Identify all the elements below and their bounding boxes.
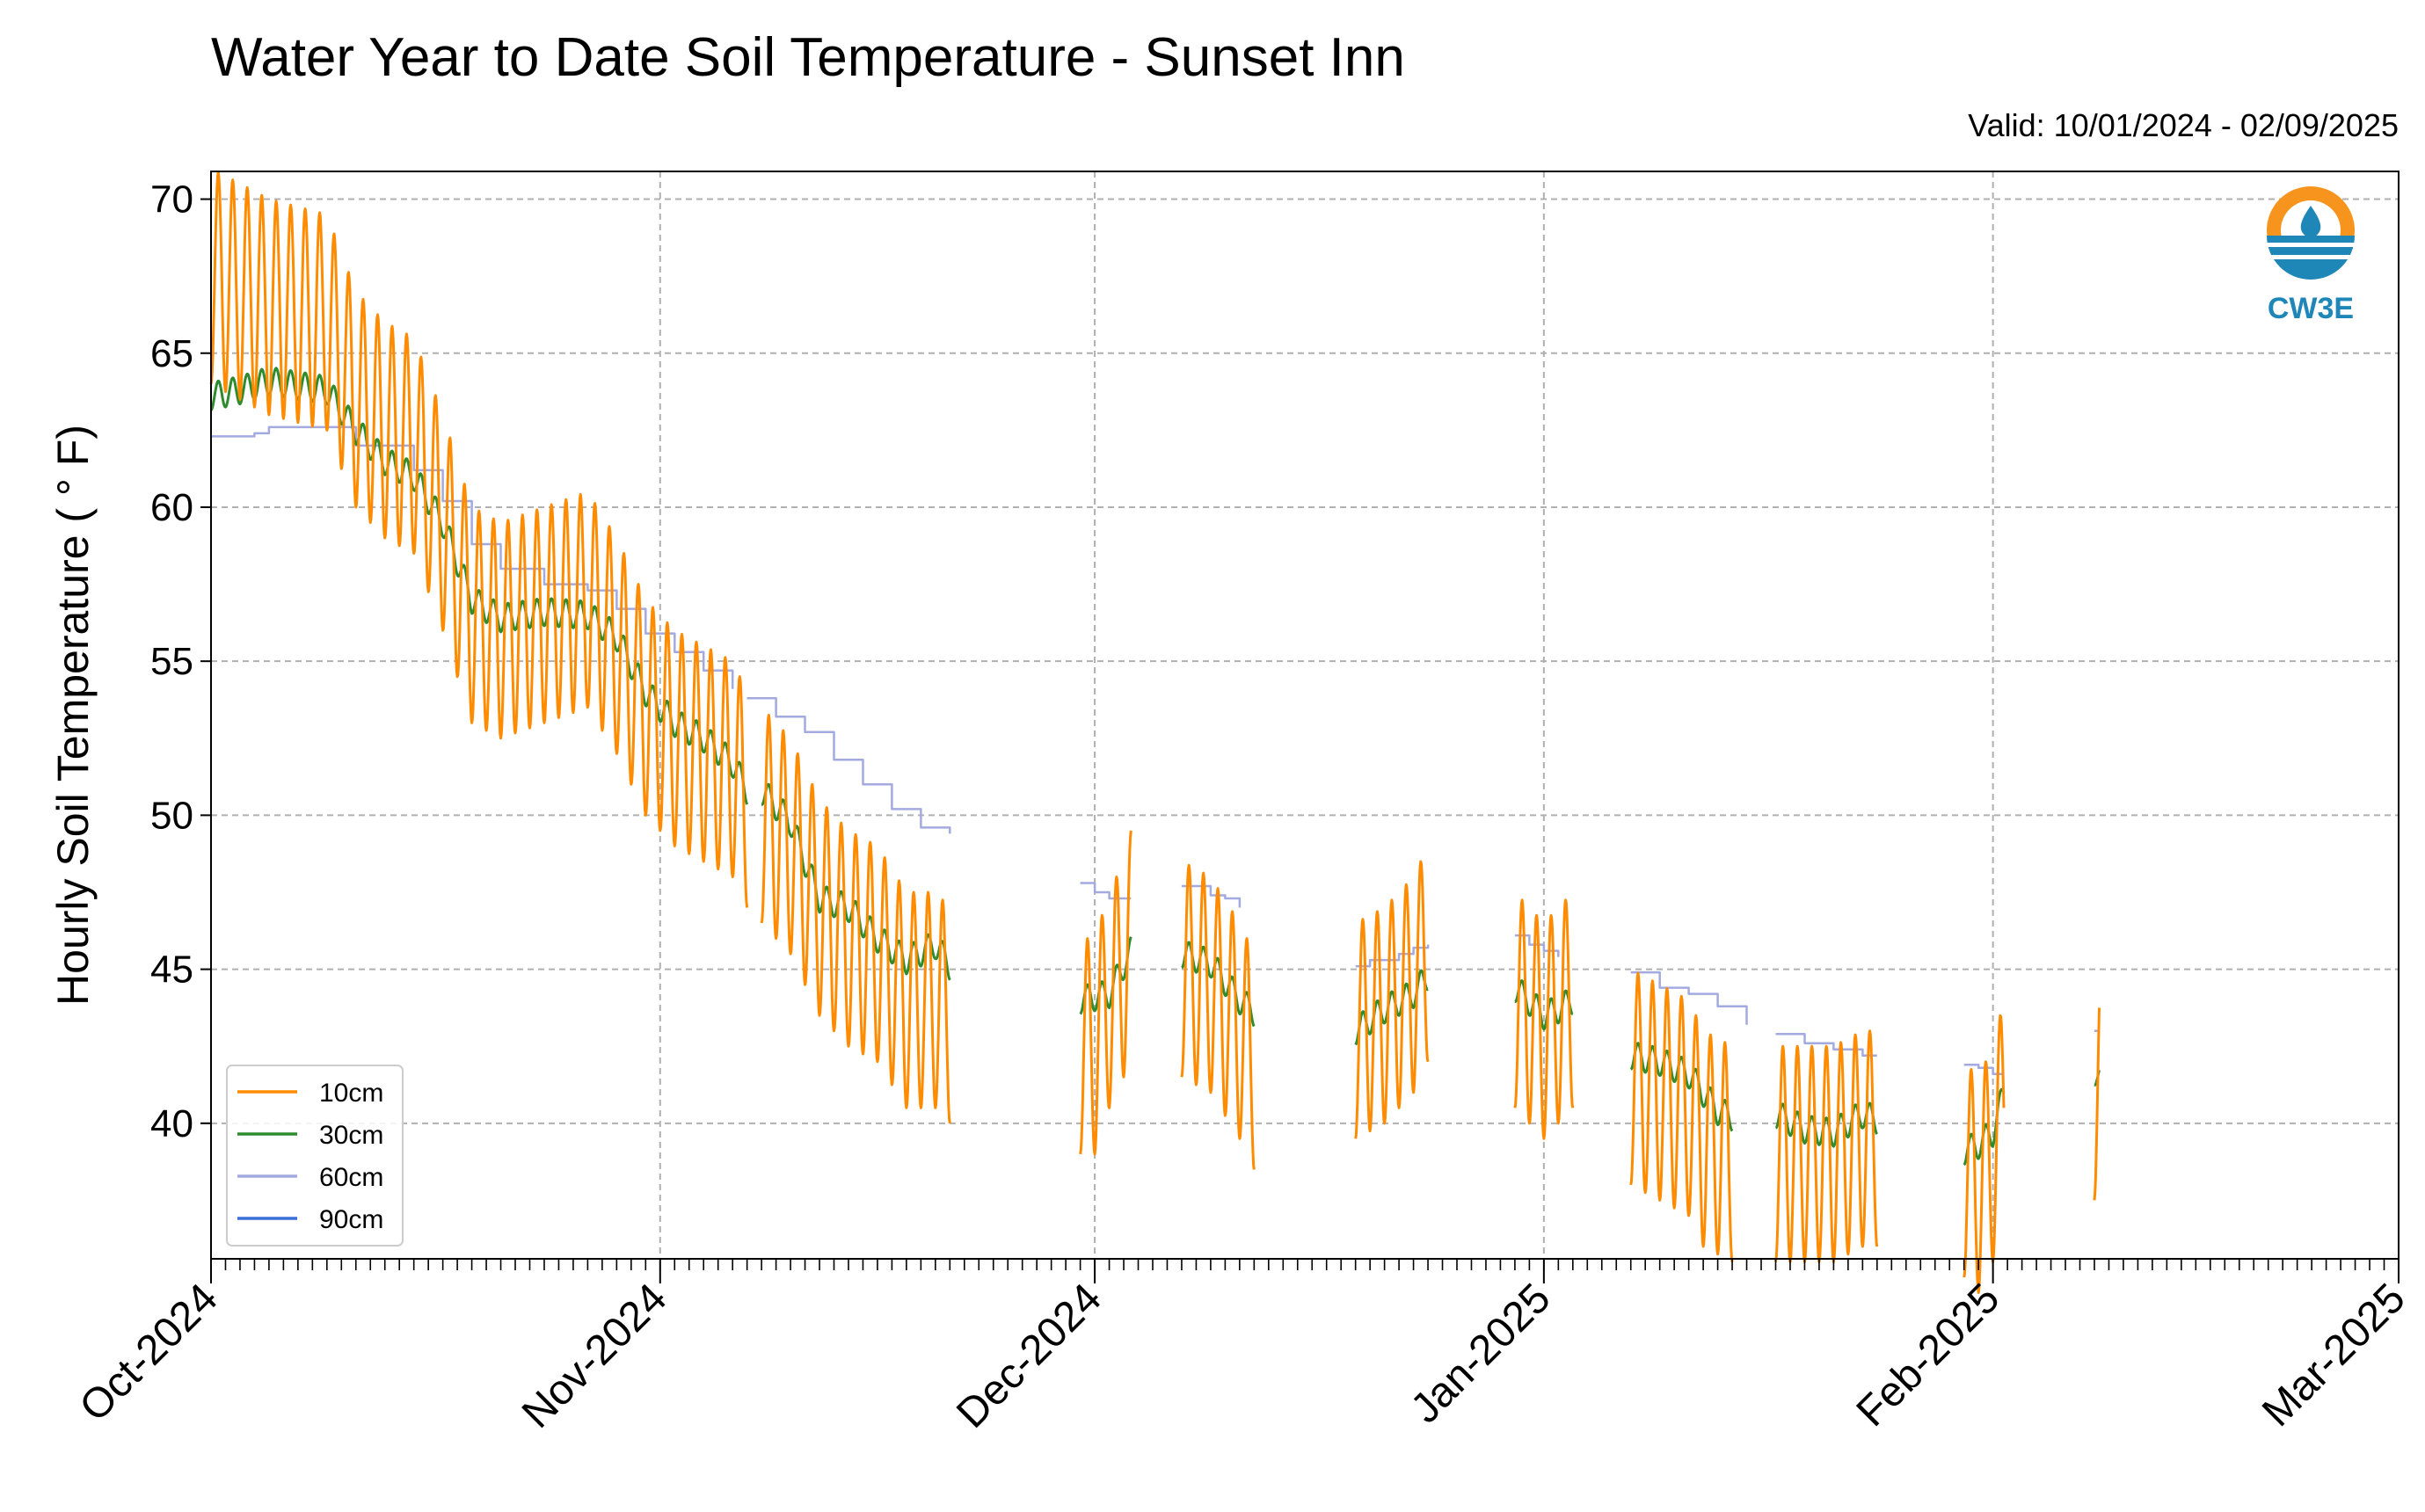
x-tick-label: Jan-2025: [1402, 1275, 1560, 1432]
y-tick-label: 65: [150, 332, 193, 375]
logo-wave-line: [2265, 243, 2356, 247]
series-line-60cm: [746, 696, 951, 834]
series-line-10cm: [209, 171, 749, 908]
x-tick-label: Feb-2025: [1848, 1275, 2009, 1436]
chart-subtitle: Valid: 10/01/2024 - 02/09/2025: [1968, 107, 2399, 143]
series-line-30cm: [1181, 941, 1256, 1028]
axes-frame: [210, 171, 2400, 1260]
water-drop-icon: [2300, 206, 2321, 239]
series-line-60cm: [1630, 970, 1748, 1025]
series-line-30cm: [1774, 1101, 1878, 1148]
legend-label-10cm: 10cm: [319, 1079, 383, 1108]
logo-text: CW3E: [2268, 292, 2354, 325]
y-tick-label: 45: [150, 949, 193, 992]
series-line-10cm: [1774, 1029, 1879, 1263]
y-axis-label: Hourly Soil Temperature ( ° F): [48, 425, 98, 1006]
y-tick-label: 50: [150, 794, 193, 837]
series-line-30cm: [761, 782, 951, 981]
cw3e-logo: CW3E: [2265, 186, 2356, 325]
legend-box: [226, 1065, 404, 1247]
plot-frame: [210, 171, 2400, 1260]
series-line-60cm: [1181, 884, 1242, 908]
series-line-10cm: [760, 714, 951, 1124]
series-line-10cm: [1963, 1014, 2006, 1294]
series-line-60cm: [1775, 1032, 1877, 1057]
series-line-60cm: [1514, 934, 1560, 957]
series-lines: [209, 171, 2101, 1294]
grid-lines: [210, 171, 2400, 1259]
legend-label-30cm: 30cm: [319, 1121, 383, 1150]
series-line-60cm: [1080, 882, 1132, 900]
x-tick-label: Mar-2025: [2254, 1275, 2414, 1436]
legend: 10cm 30cm 60cm 90cm: [226, 1065, 404, 1247]
series-line-10cm: [1513, 898, 1575, 1140]
series-line-30cm: [209, 367, 749, 805]
y-tick-label: 60: [150, 486, 193, 529]
series-line-10cm: [2093, 1007, 2101, 1201]
series-line-10cm: [1354, 860, 1430, 1139]
series-line-30cm: [1629, 1042, 1734, 1132]
y-tick-label: 70: [150, 178, 193, 222]
chart-title: Water Year to Date Soil Temperature - Su…: [211, 27, 1405, 88]
logo-wave-line: [2265, 255, 2356, 259]
tick-labels: 40 45 50 55 60 65 70 Oct-2024 Nov-2024 Dec-2024 Ja…: [48, 178, 2414, 1437]
y-tick-label: 55: [150, 640, 193, 683]
x-tick-label: Oct-2024: [71, 1275, 227, 1430]
x-tick-label: Dec-2024: [948, 1275, 1111, 1437]
x-tick-label: Nov-2024: [513, 1275, 676, 1437]
series-line-10cm: [1079, 830, 1132, 1156]
series-line-10cm: [1180, 863, 1256, 1170]
y-tick-label: 40: [150, 1102, 193, 1145]
legend-label-90cm: 90cm: [319, 1205, 383, 1234]
series-line-60cm: [211, 425, 734, 689]
legend-label-60cm: 60cm: [319, 1163, 383, 1192]
series-line-10cm: [1629, 971, 1734, 1262]
axis-ticks: [200, 198, 2400, 1283]
